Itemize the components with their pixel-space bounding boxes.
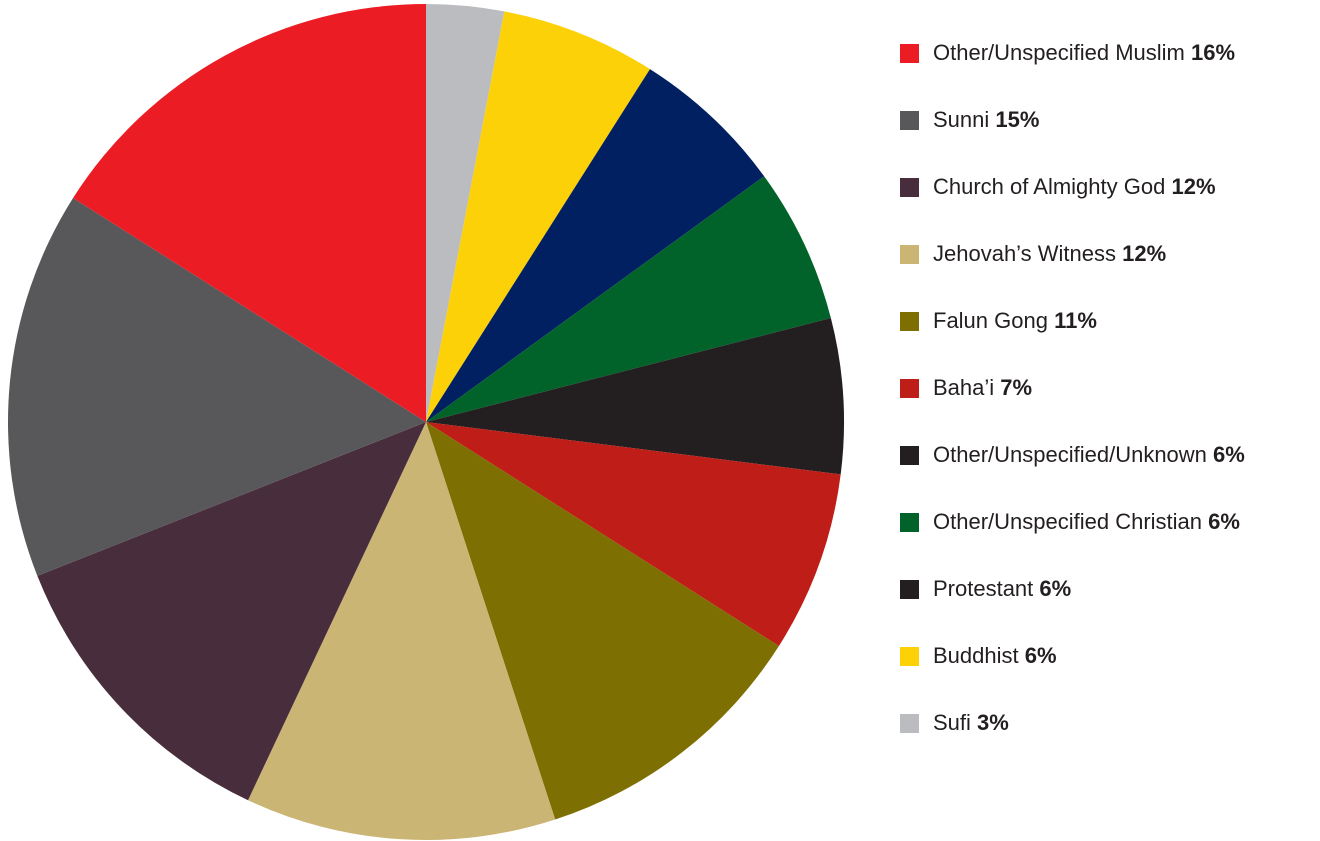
legend-swatch (900, 513, 919, 532)
legend-label: Sunni 15% (933, 104, 1039, 136)
legend-percent: 6% (1208, 509, 1240, 534)
pie-slice-baha-i (426, 422, 841, 646)
legend-item: Falun Gong 11% (900, 305, 1245, 372)
legend-percent: 7% (1000, 375, 1033, 400)
pie-slice-sufi (426, 3, 505, 422)
pie-slice-church-of-almighty-god (37, 422, 426, 801)
legend-swatch (900, 379, 919, 398)
pie-chart (7, 3, 844, 841)
legend-item: Jehovah’s Witness 12% (900, 238, 1245, 305)
legend-name: Other/Unspecified Muslim (933, 40, 1185, 65)
legend-label: Protestant 6% (933, 573, 1071, 605)
legend-swatch (900, 111, 919, 130)
pie-slice-jehovah-s-witness (248, 422, 556, 841)
legend-item: Baha’i 7% (900, 372, 1245, 439)
legend-percent: 11% (1054, 308, 1097, 333)
pie-slice-protestant (426, 69, 765, 422)
pie-slice-other-unspecified-unknown (426, 318, 844, 475)
legend-name: Other/Unspecified/Unknown (933, 442, 1207, 467)
legend-name: Sunni (933, 107, 990, 132)
legend-percent: 6% (1024, 643, 1057, 668)
legend-percent: 6% (1039, 576, 1072, 601)
legend-swatch (900, 312, 919, 331)
legend-percent: 15% (995, 107, 1040, 132)
legend-item: Protestant 6% (900, 573, 1245, 640)
legend-label: Falun Gong 11% (933, 305, 1097, 337)
legend-item: Other/Unspecified Muslim 16% (900, 37, 1245, 104)
pie-slice-other-unspecified-muslim (73, 4, 426, 422)
pie-slice-sunni (7, 198, 427, 576)
legend-swatch (900, 44, 919, 63)
legend-name: Protestant (933, 576, 1034, 601)
legend-label: Buddhist 6% (933, 640, 1057, 672)
legend-swatch (900, 446, 919, 465)
legend-swatch (900, 714, 919, 733)
legend-name: Church of Almighty God (933, 174, 1166, 199)
legend-label: Church of Almighty God 12% (933, 171, 1216, 203)
legend-label: Other/Unspecified/Unknown 6% (933, 439, 1245, 471)
legend-percent: 16% (1191, 40, 1236, 65)
legend-percent: 12% (1122, 241, 1167, 266)
legend-swatch (900, 245, 919, 264)
legend-percent: 12% (1171, 174, 1216, 199)
legend-label: Sufi 3% (933, 707, 1009, 739)
legend-label: Baha’i 7% (933, 372, 1032, 404)
legend-name: Buddhist (933, 643, 1019, 668)
legend-label: Jehovah’s Witness 12% (933, 238, 1166, 270)
pie-slice-other-unspecified-christian (426, 176, 831, 422)
legend-item: Buddhist 6% (900, 640, 1245, 707)
legend-name: Falun Gong (933, 308, 1048, 333)
legend-percent: 3% (977, 710, 1009, 735)
legend-label: Other/Unspecified Christian 6% (933, 506, 1240, 538)
legend-swatch (900, 580, 919, 599)
legend-item: Church of Almighty God 12% (900, 171, 1245, 238)
legend-swatch (900, 178, 919, 197)
legend-name: Jehovah’s Witness (933, 241, 1117, 266)
legend-item: Sunni 15% (900, 104, 1245, 171)
legend-item: Sufi 3% (900, 707, 1245, 774)
legend-item: Other/Unspecified/Unknown 6% (900, 439, 1245, 506)
pie-slice-buddhist (426, 11, 650, 423)
chart-legend: Other/Unspecified Muslim 16% Sunni 15% Chu… (900, 37, 1245, 774)
legend-percent: 6% (1213, 442, 1245, 467)
legend-swatch (900, 647, 919, 666)
legend-name: Sufi (933, 710, 971, 735)
legend-item: Other/Unspecified Christian 6% (900, 506, 1245, 573)
legend-label: Other/Unspecified Muslim 16% (933, 37, 1235, 69)
pie-slice-falun-gong (426, 422, 779, 820)
legend-name: Other/Unspecified Christian (933, 509, 1203, 534)
legend-name: Baha’i (933, 375, 995, 400)
